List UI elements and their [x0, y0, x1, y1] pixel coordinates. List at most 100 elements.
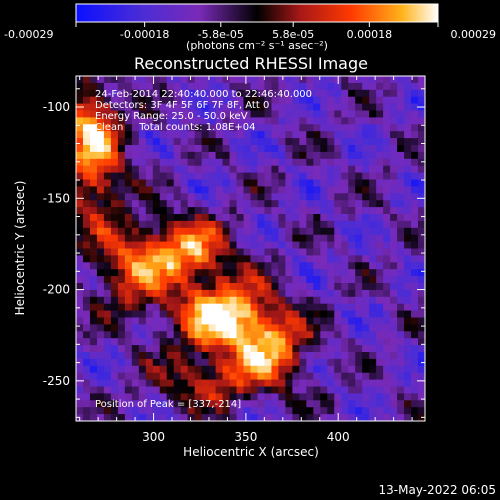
- heatmap-cell: [264, 200, 272, 208]
- heatmap-cell: [334, 214, 342, 222]
- heatmap-cell: [187, 255, 196, 263]
- heatmap-cell: [397, 372, 405, 380]
- heatmap-cell: [180, 310, 189, 318]
- heatmap-cell: [187, 200, 196, 208]
- heatmap-cell: [369, 365, 377, 374]
- heatmap-cell: [327, 372, 335, 380]
- heatmap-cell: [180, 158, 189, 167]
- heatmap-cell: [411, 234, 419, 242]
- heatmap-cell: [201, 310, 210, 318]
- heatmap-cell: [369, 345, 377, 353]
- heatmap-cell: [404, 283, 412, 291]
- heatmap-cell: [236, 207, 244, 215]
- heatmap-cell: [369, 110, 377, 118]
- heatmap-cell: [76, 82, 84, 91]
- heatmap-cell: [89, 117, 98, 125]
- heatmap-cell: [215, 220, 223, 229]
- heatmap-cell: [187, 352, 196, 360]
- heatmap-cell: [187, 296, 196, 305]
- heatmap-cell: [285, 393, 293, 401]
- heatmap-cell: [173, 338, 182, 346]
- heatmap-cell: [180, 145, 189, 153]
- heatmap-cell: [194, 310, 203, 318]
- heatmap-cell: [313, 200, 321, 208]
- heatmap-cell: [208, 241, 216, 249]
- heatmap-cell: [250, 400, 258, 408]
- heatmap-cell: [152, 117, 161, 125]
- heatmap-cell: [341, 82, 349, 91]
- heatmap-cell: [278, 283, 286, 291]
- heatmap-cell: [334, 138, 342, 146]
- heatmap-cell: [418, 220, 426, 229]
- heatmap-cell: [376, 145, 384, 153]
- heatmap-cell: [404, 269, 412, 277]
- x-tick-label: 300: [142, 430, 165, 444]
- heatmap-cell: [243, 283, 251, 291]
- heatmap-cell: [243, 207, 251, 215]
- heatmap-cell: [166, 303, 175, 311]
- heatmap-cell: [306, 255, 314, 263]
- heatmap-cell: [152, 338, 161, 346]
- heatmap-cell: [110, 172, 119, 180]
- heatmap-cell: [82, 317, 91, 325]
- heatmap-cell: [103, 138, 112, 146]
- heatmap-cell: [180, 324, 189, 332]
- heatmap-cell: [320, 186, 328, 194]
- heatmap-cell: [159, 145, 168, 153]
- heatmap-cell: [334, 165, 342, 173]
- heatmap-cell: [215, 269, 223, 277]
- heatmap-cell: [236, 145, 244, 153]
- heatmap-cell: [334, 269, 342, 277]
- heatmap-cell: [320, 179, 328, 187]
- heatmap-cell: [180, 165, 189, 173]
- heatmap-cell: [145, 276, 154, 284]
- heatmap-cell: [334, 200, 342, 208]
- heatmap-cell: [278, 110, 286, 118]
- heatmap-cell: [166, 186, 175, 194]
- heatmap-cell: [222, 365, 230, 374]
- heatmap-cell: [369, 241, 377, 249]
- heatmap-cell: [404, 117, 412, 125]
- heatmap-cell: [257, 82, 265, 91]
- heatmap-cell: [285, 151, 293, 160]
- heatmap-cell: [152, 214, 161, 222]
- heatmap-cell: [229, 365, 237, 374]
- heatmap-cell: [215, 372, 223, 380]
- heatmap-cell: [278, 193, 286, 201]
- heatmap-cell: [187, 372, 196, 380]
- heatmap-cell: [313, 96, 321, 104]
- heatmap-cell: [292, 131, 300, 139]
- heatmap-cell: [138, 414, 147, 422]
- heatmap-cell: [89, 82, 98, 91]
- heatmap-cell: [194, 379, 203, 387]
- heatmap-cell: [76, 89, 84, 98]
- heatmap-cell: [278, 248, 286, 256]
- heatmap-cell: [271, 365, 279, 374]
- heatmap-cell: [404, 172, 412, 180]
- heatmap-cell: [320, 338, 328, 346]
- heatmap-cell: [173, 117, 182, 125]
- heatmap-cell: [96, 207, 105, 215]
- heatmap-cell: [82, 131, 91, 139]
- heatmap-cell: [369, 331, 377, 339]
- heatmap-cell: [201, 145, 210, 153]
- heatmap-cell: [76, 214, 84, 222]
- heatmap-cell: [89, 138, 98, 146]
- heatmap-cell: [159, 262, 168, 270]
- heatmap-cell: [327, 179, 335, 187]
- heatmap-cell: [194, 193, 203, 201]
- heatmap-cell: [334, 172, 342, 180]
- heatmap-cell: [110, 186, 119, 194]
- heatmap-cell: [418, 310, 426, 318]
- heatmap-cell: [89, 317, 98, 325]
- heatmap-cell: [243, 131, 251, 139]
- heatmap-cell: [194, 96, 203, 104]
- heatmap-cell: [201, 255, 210, 263]
- heatmap-cell: [159, 165, 168, 173]
- heatmap-cell: [418, 379, 426, 387]
- heatmap-cell: [397, 200, 405, 208]
- heatmap-cell: [103, 248, 112, 256]
- heatmap-cell: [292, 400, 300, 408]
- heatmap-cell: [369, 214, 377, 222]
- heatmap-cell: [355, 303, 363, 311]
